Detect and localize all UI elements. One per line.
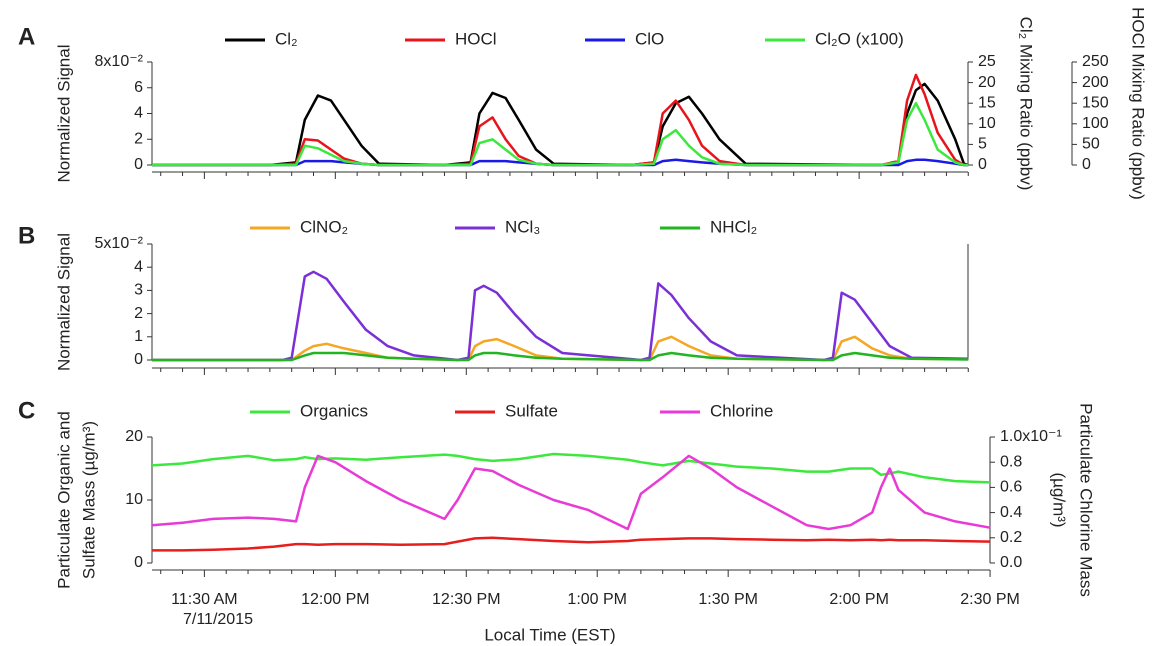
y-tick-label: 5x10⁻² (95, 235, 144, 252)
y2-tick-label: 20 (978, 74, 996, 91)
x-tick-label: 1:30 PM (698, 591, 758, 608)
y3-tick-label: 100 (1082, 115, 1109, 132)
legend-label: Cl₂ (275, 29, 298, 48)
y2-tick-label: 1.0x10⁻¹ (1000, 428, 1062, 445)
legend-label: NCl₃ (505, 217, 540, 236)
x-date-label: 7/11/2015 (183, 611, 253, 628)
y2-axis-label: Cl₂ Mixing Ratio (ppbv) (1017, 17, 1036, 191)
y2-axis-label: Particulate Chlorine Mass (1077, 403, 1096, 597)
x-tick-label: 12:30 PM (432, 591, 500, 608)
y3-tick-label: 200 (1082, 74, 1109, 91)
y2-tick-label: 0.0 (1000, 554, 1022, 571)
y3-axis-label: HOCl Mixing Ratio (ppbv) (1129, 7, 1148, 200)
y3-tick-label: 50 (1082, 136, 1100, 153)
y-tick-label: 0 (134, 554, 143, 571)
series-line (152, 82, 969, 167)
y-tick-label: 4 (134, 105, 143, 122)
y-tick-label: 2 (134, 130, 143, 147)
y-tick-label: 0 (134, 156, 143, 173)
y2-tick-label: 0.2 (1000, 529, 1022, 546)
y-tick-label: 10 (125, 491, 143, 508)
x-tick-label: 2:30 PM (960, 591, 1020, 608)
series-line (152, 73, 969, 167)
x-tick-label: 1:00 PM (567, 591, 627, 608)
legend-label: ClNO₂ (300, 217, 348, 236)
y3-tick-label: 250 (1082, 53, 1109, 70)
x-tick-label: 11:30 AM (171, 591, 237, 608)
series-line (152, 536, 991, 552)
legend-label: Organics (300, 401, 368, 420)
y-tick-label: 0 (134, 351, 143, 368)
y-tick-label: 4 (134, 258, 143, 275)
series-line (152, 351, 969, 362)
y-tick-label: 20 (125, 428, 143, 445)
x-tick-label: 2:00 PM (829, 591, 889, 608)
y-axis-label: Sulfate Mass (µg/m³) (79, 421, 98, 579)
legend-label: ClO (635, 29, 664, 48)
y3-tick-label: 150 (1082, 94, 1109, 111)
y2-axis-label: (µg/m³) (1050, 472, 1069, 527)
y2-tick-label: 15 (978, 94, 996, 111)
y2-tick-label: 0.8 (1000, 453, 1022, 470)
legend-label: Chlorine (710, 401, 773, 420)
series-line (152, 335, 969, 362)
y2-tick-label: 0.6 (1000, 479, 1022, 496)
y-tick-label: 2 (134, 305, 143, 322)
series-line (151, 452, 991, 484)
legend-label: Cl₂O (x100) (815, 29, 904, 48)
legend-label: HOCl (455, 29, 497, 48)
y-tick-label: 3 (134, 282, 143, 299)
y2-tick-label: 25 (978, 53, 996, 70)
legend-label: NHCl₂ (710, 217, 757, 236)
y-tick-label: 8x10⁻² (95, 53, 144, 70)
x-axis-label: Local Time (EST) (484, 625, 615, 644)
y-tick-label: 1 (134, 328, 143, 345)
panel-label: C (18, 397, 35, 424)
y-axis-label: Normalized Signal (54, 233, 73, 371)
y2-tick-label: 5 (978, 136, 987, 153)
series-line (152, 270, 969, 362)
series-line (152, 101, 969, 167)
panel-label: A (18, 23, 35, 50)
y-axis-label: Particulate Organic and (54, 411, 73, 589)
y2-tick-label: 0 (978, 156, 987, 173)
x-tick-label: 12:00 PM (301, 591, 369, 608)
series-line (151, 454, 991, 531)
y-tick-label: 6 (134, 79, 143, 96)
y2-tick-label: 10 (978, 115, 996, 132)
y2-tick-label: 0.4 (1000, 504, 1022, 521)
legend-label: Sulfate (505, 401, 558, 420)
y3-tick-label: 0 (1082, 156, 1091, 173)
panel-label: B (18, 222, 35, 249)
y-axis-label: Normalized Signal (54, 45, 73, 183)
